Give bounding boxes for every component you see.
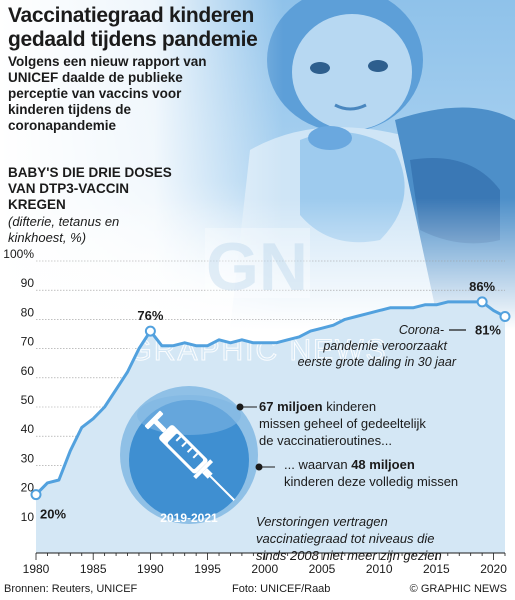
x-tick-label: 2005	[309, 562, 336, 576]
x-tick-label: 2010	[366, 562, 393, 576]
subtitle: Volgens een nieuw rapport van UNICEF daa…	[8, 54, 207, 133]
x-tick-label: 2000	[251, 562, 278, 576]
annotation-marker	[30, 489, 42, 501]
y-tick-label: 70	[21, 335, 35, 349]
y-tick-label: 30	[21, 451, 35, 465]
y-tick-label: 10	[21, 510, 35, 524]
stat2-dot	[255, 463, 263, 471]
chart-axes: 10 20 30 40 50 60 70 80 90 100% 1980 1985 1990 1995 20…	[3, 247, 507, 576]
y-tick-label: 50	[21, 393, 35, 407]
x-tick-label: 1985	[80, 562, 107, 576]
annotation-label: 81%	[475, 322, 501, 337]
y-tick-label: 40	[21, 422, 35, 436]
bottom-note: Verstoringen vertragen vaccinatiegraad to…	[256, 514, 442, 563]
footer: Bronnen: Reuters, UNICEF Foto: UNICEF/Ra…	[0, 581, 515, 600]
stat2-prefix: ... waarvan	[284, 457, 351, 472]
annotation-label: 86%	[469, 279, 495, 294]
x-tick-label: 1995	[194, 562, 221, 576]
chart-heading: BABY'S DIE DRIE DOSES VAN DTP3-VACCIN KR…	[8, 165, 172, 212]
baby-vaccination-photo	[0, 0, 515, 330]
period-label: 2019-2021	[160, 511, 218, 525]
covid-note: Corona-pandemie veroorzaakt eerste grote …	[298, 323, 457, 369]
annotation-marker	[499, 310, 511, 322]
y-tick-label: 100%	[3, 247, 34, 261]
y-tick-label: 20	[21, 481, 35, 495]
y-tick-label: 80	[21, 305, 35, 319]
stat1-value: 67 miljoen	[259, 399, 323, 414]
stat1-description: missen geheel of gedeeltelijk de vaccinat…	[259, 416, 426, 448]
syringe-icon	[144, 410, 235, 501]
y-tick-label: 60	[21, 364, 35, 378]
chart-unit-note: (difterie, tetanus en kinkhoest, %)	[8, 214, 120, 245]
stat2-description: kinderen deze volledig missen	[284, 474, 458, 489]
watermark-text: GRAPHIC NEWS	[128, 334, 387, 367]
annotation-marker	[144, 325, 156, 337]
stat2-value: 48 miljoen	[351, 457, 415, 472]
period-circle-shine	[137, 395, 241, 435]
stat1-dot	[236, 403, 244, 411]
annotation-marker	[476, 296, 488, 308]
copyright-credit: © GRAPHIC NEWS	[409, 583, 507, 595]
annotation-label: 20%	[40, 507, 66, 522]
photo-credit: Foto: UNICEF/Raab	[232, 583, 331, 595]
sources-text: Bronnen: Reuters, UNICEF	[4, 583, 138, 595]
stat1-text: 67 miljoen kinderen	[259, 399, 376, 414]
x-tick-label: 2020	[480, 562, 507, 576]
y-tick-label: 90	[21, 276, 35, 290]
coverage-line	[34, 300, 506, 496]
x-tick-label: 1990	[137, 562, 164, 576]
gn-logo: GN	[205, 228, 310, 305]
chart-annotations: 20% 76% 86% 81%	[30, 279, 511, 522]
gn-logo-text: GN	[206, 229, 308, 305]
stat2-text: ... waarvan 48 miljoen kinderen deze vol…	[284, 457, 458, 489]
x-tick-label: 1980	[23, 562, 50, 576]
annotation-label: 76%	[137, 308, 163, 323]
x-tick-label: 2015	[423, 562, 450, 576]
page-title: Vaccinatiegraad kinderen gedaald tijdens…	[8, 4, 258, 51]
vaccination-area-chart: GN GRAPHIC NEWS 2019-2021 67 miljoen ki	[3, 228, 511, 576]
